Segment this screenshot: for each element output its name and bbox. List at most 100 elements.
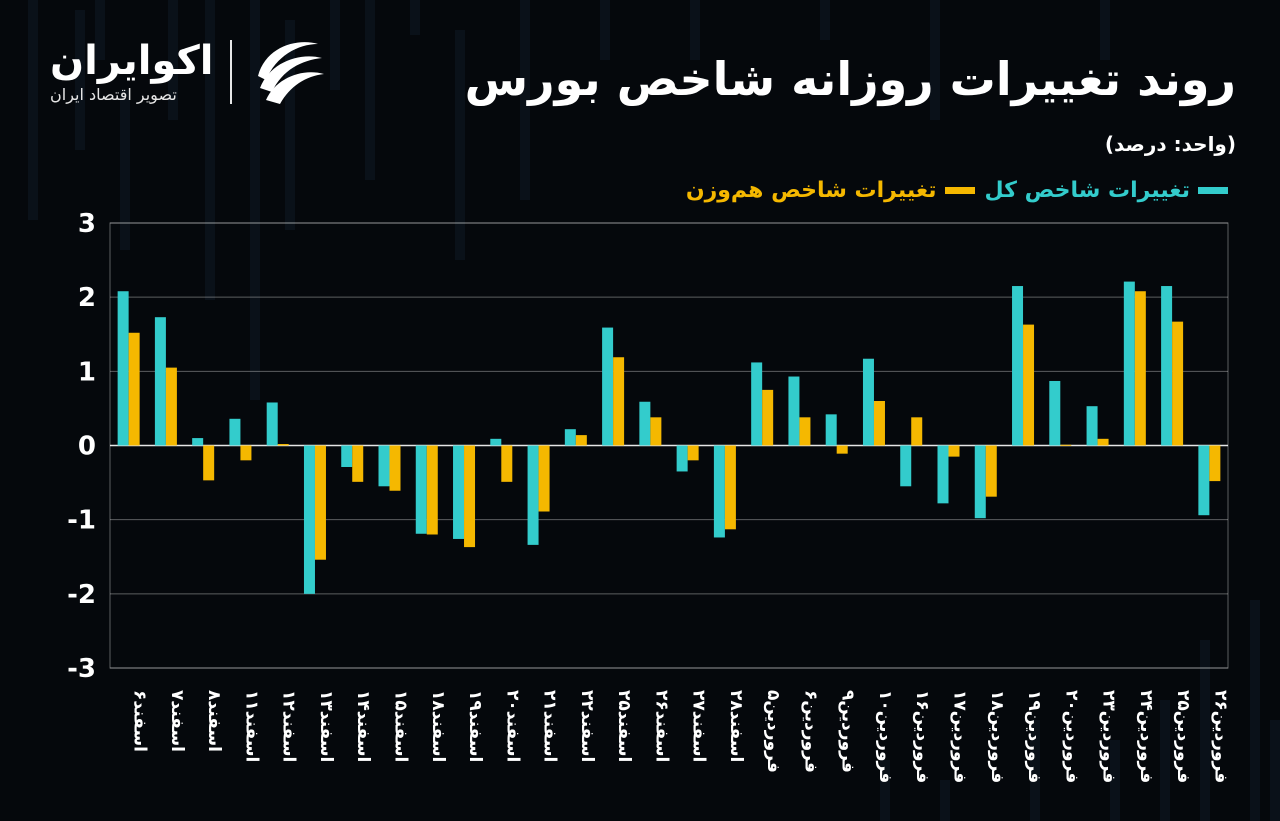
bar-s0-19 bbox=[825, 414, 837, 446]
bar-s0-7 bbox=[378, 445, 390, 487]
logo-divider bbox=[229, 40, 232, 104]
bar-s0-22 bbox=[937, 445, 949, 504]
bar-s1-22 bbox=[948, 445, 960, 457]
bar-s0-0 bbox=[117, 291, 129, 446]
chart-unit: (واحد: درصد) bbox=[1104, 132, 1236, 156]
x-tick-label: اسفند۲۲ bbox=[577, 690, 597, 762]
bar-s0-29 bbox=[1198, 445, 1210, 516]
x-tick-label: فروردین۹ bbox=[838, 690, 858, 773]
x-tick-label: اسفند۱۲ bbox=[279, 690, 299, 762]
bg-candle-15 bbox=[820, 0, 830, 40]
bar-s1-16 bbox=[724, 445, 736, 530]
bar-s0-21 bbox=[900, 445, 912, 487]
x-tick-label: اسفند۱۸ bbox=[428, 690, 448, 762]
bg-candle-14 bbox=[690, 0, 700, 60]
legend-swatch-total bbox=[1198, 187, 1228, 194]
bg-candle-25 bbox=[1270, 720, 1280, 821]
y-tick-label: -3 bbox=[67, 654, 96, 684]
bg-candle-9 bbox=[365, 0, 375, 180]
bg-candle-11 bbox=[455, 30, 465, 260]
bg-candle-0 bbox=[28, 0, 38, 220]
x-tick-label: اسفند۷ bbox=[167, 690, 187, 752]
x-tick-label: فروردین۲۴ bbox=[1136, 690, 1156, 783]
x-tick-label: اسفند۶ bbox=[130, 690, 150, 752]
bg-candle-13 bbox=[600, 0, 610, 60]
x-tick-label: اسفند۱۳ bbox=[316, 690, 336, 762]
ecoiran-swoosh-icon bbox=[257, 42, 324, 104]
bar-s1-14 bbox=[650, 417, 662, 446]
bar-s1-25 bbox=[1060, 444, 1072, 446]
bar-s1-28 bbox=[1172, 321, 1184, 446]
logo-text: اکوایران تصویر اقتصاد ایران bbox=[50, 41, 214, 104]
x-tick-label: فروردین۱۹ bbox=[1024, 690, 1044, 783]
bar-s0-3 bbox=[229, 418, 241, 446]
bar-s1-12 bbox=[575, 435, 587, 446]
bar-s1-10 bbox=[501, 445, 513, 482]
bar-s1-26 bbox=[1097, 438, 1109, 446]
bg-candle-22 bbox=[1030, 720, 1040, 821]
bg-candle-23 bbox=[940, 780, 950, 821]
x-tick-label: فروردین۲۳ bbox=[1099, 690, 1119, 783]
bg-candle-2 bbox=[95, 0, 105, 60]
x-tick-label: اسفند۲۵ bbox=[614, 690, 634, 762]
x-tick-label: فروردین۱۷ bbox=[950, 690, 970, 783]
bar-s0-23 bbox=[974, 445, 986, 519]
bar-s0-14 bbox=[639, 401, 651, 446]
legend-label-total: تغییرات شاخص کل bbox=[984, 178, 1191, 203]
bar-s1-20 bbox=[873, 401, 885, 446]
chart-title: روند تغییرات روزانه شاخص بورس bbox=[464, 52, 1237, 106]
bar-s0-24 bbox=[1012, 286, 1024, 446]
bg-candle-5 bbox=[205, 0, 215, 300]
bar-s0-18 bbox=[788, 376, 800, 446]
logo-tagline: تصویر اقتصاد ایران bbox=[50, 84, 177, 104]
x-tick-label: فروردین۲۶ bbox=[1210, 690, 1230, 783]
x-tick-label: اسفند۲۸ bbox=[726, 690, 746, 762]
bar-s0-9 bbox=[453, 445, 465, 539]
bar-s1-15 bbox=[687, 445, 699, 461]
y-tick-label: 2 bbox=[78, 283, 96, 313]
bg-candle-21 bbox=[1110, 740, 1120, 821]
bar-s0-25 bbox=[1049, 380, 1061, 446]
x-tick-label: فروردین۱۸ bbox=[987, 690, 1007, 783]
x-tick-label: اسفند۱۴ bbox=[353, 690, 373, 762]
bg-candle-10 bbox=[410, 0, 420, 35]
legend: تغییرات شاخص کل تغییرات شاخص هم‌وزن bbox=[686, 178, 1228, 203]
y-tick-label: 0 bbox=[78, 432, 96, 462]
legend-label-equal-weight: تغییرات شاخص هم‌وزن bbox=[685, 178, 937, 203]
legend-item-total: تغییرات شاخص کل bbox=[984, 178, 1228, 203]
bar-s0-16 bbox=[713, 445, 725, 538]
bar-s1-23 bbox=[985, 445, 997, 497]
bg-candle-4 bbox=[168, 0, 178, 120]
bar-s0-20 bbox=[862, 358, 874, 446]
bg-candle-18 bbox=[1250, 600, 1260, 821]
bar-s1-6 bbox=[352, 445, 364, 482]
bg-candle-20 bbox=[1160, 700, 1170, 821]
y-tick-label: 3 bbox=[78, 209, 96, 239]
bar-s0-27 bbox=[1123, 281, 1135, 446]
bar-s1-18 bbox=[799, 417, 811, 446]
bar-s1-27 bbox=[1134, 291, 1146, 446]
legend-swatch-equal-weight bbox=[944, 187, 975, 194]
x-tick-label: فروردین۱۶ bbox=[912, 690, 932, 783]
x-tick-label: اسفند۲۷ bbox=[689, 690, 709, 762]
bar-s0-2 bbox=[192, 438, 204, 446]
bar-s1-13 bbox=[613, 357, 625, 446]
bg-candle-1 bbox=[75, 10, 85, 150]
bg-candle-3 bbox=[120, 90, 130, 250]
x-tick-label: اسفند۱۵ bbox=[391, 690, 411, 762]
bg-candle-8 bbox=[330, 0, 340, 90]
bar-s0-15 bbox=[676, 445, 688, 472]
bar-s1-29 bbox=[1209, 445, 1221, 482]
bar-s1-1 bbox=[165, 367, 177, 446]
bar-s1-9 bbox=[464, 445, 476, 548]
bar-s1-19 bbox=[836, 445, 848, 454]
bar-s0-26 bbox=[1086, 406, 1098, 446]
bar-s1-24 bbox=[1023, 324, 1035, 446]
bar-s0-13 bbox=[602, 327, 614, 446]
legend-item-equal-weight: تغییرات شاخص هم‌وزن bbox=[686, 178, 975, 203]
bar-s0-1 bbox=[154, 317, 166, 446]
x-tick-label: فروردین۲۵ bbox=[1173, 690, 1193, 783]
bar-s0-8 bbox=[415, 445, 427, 534]
